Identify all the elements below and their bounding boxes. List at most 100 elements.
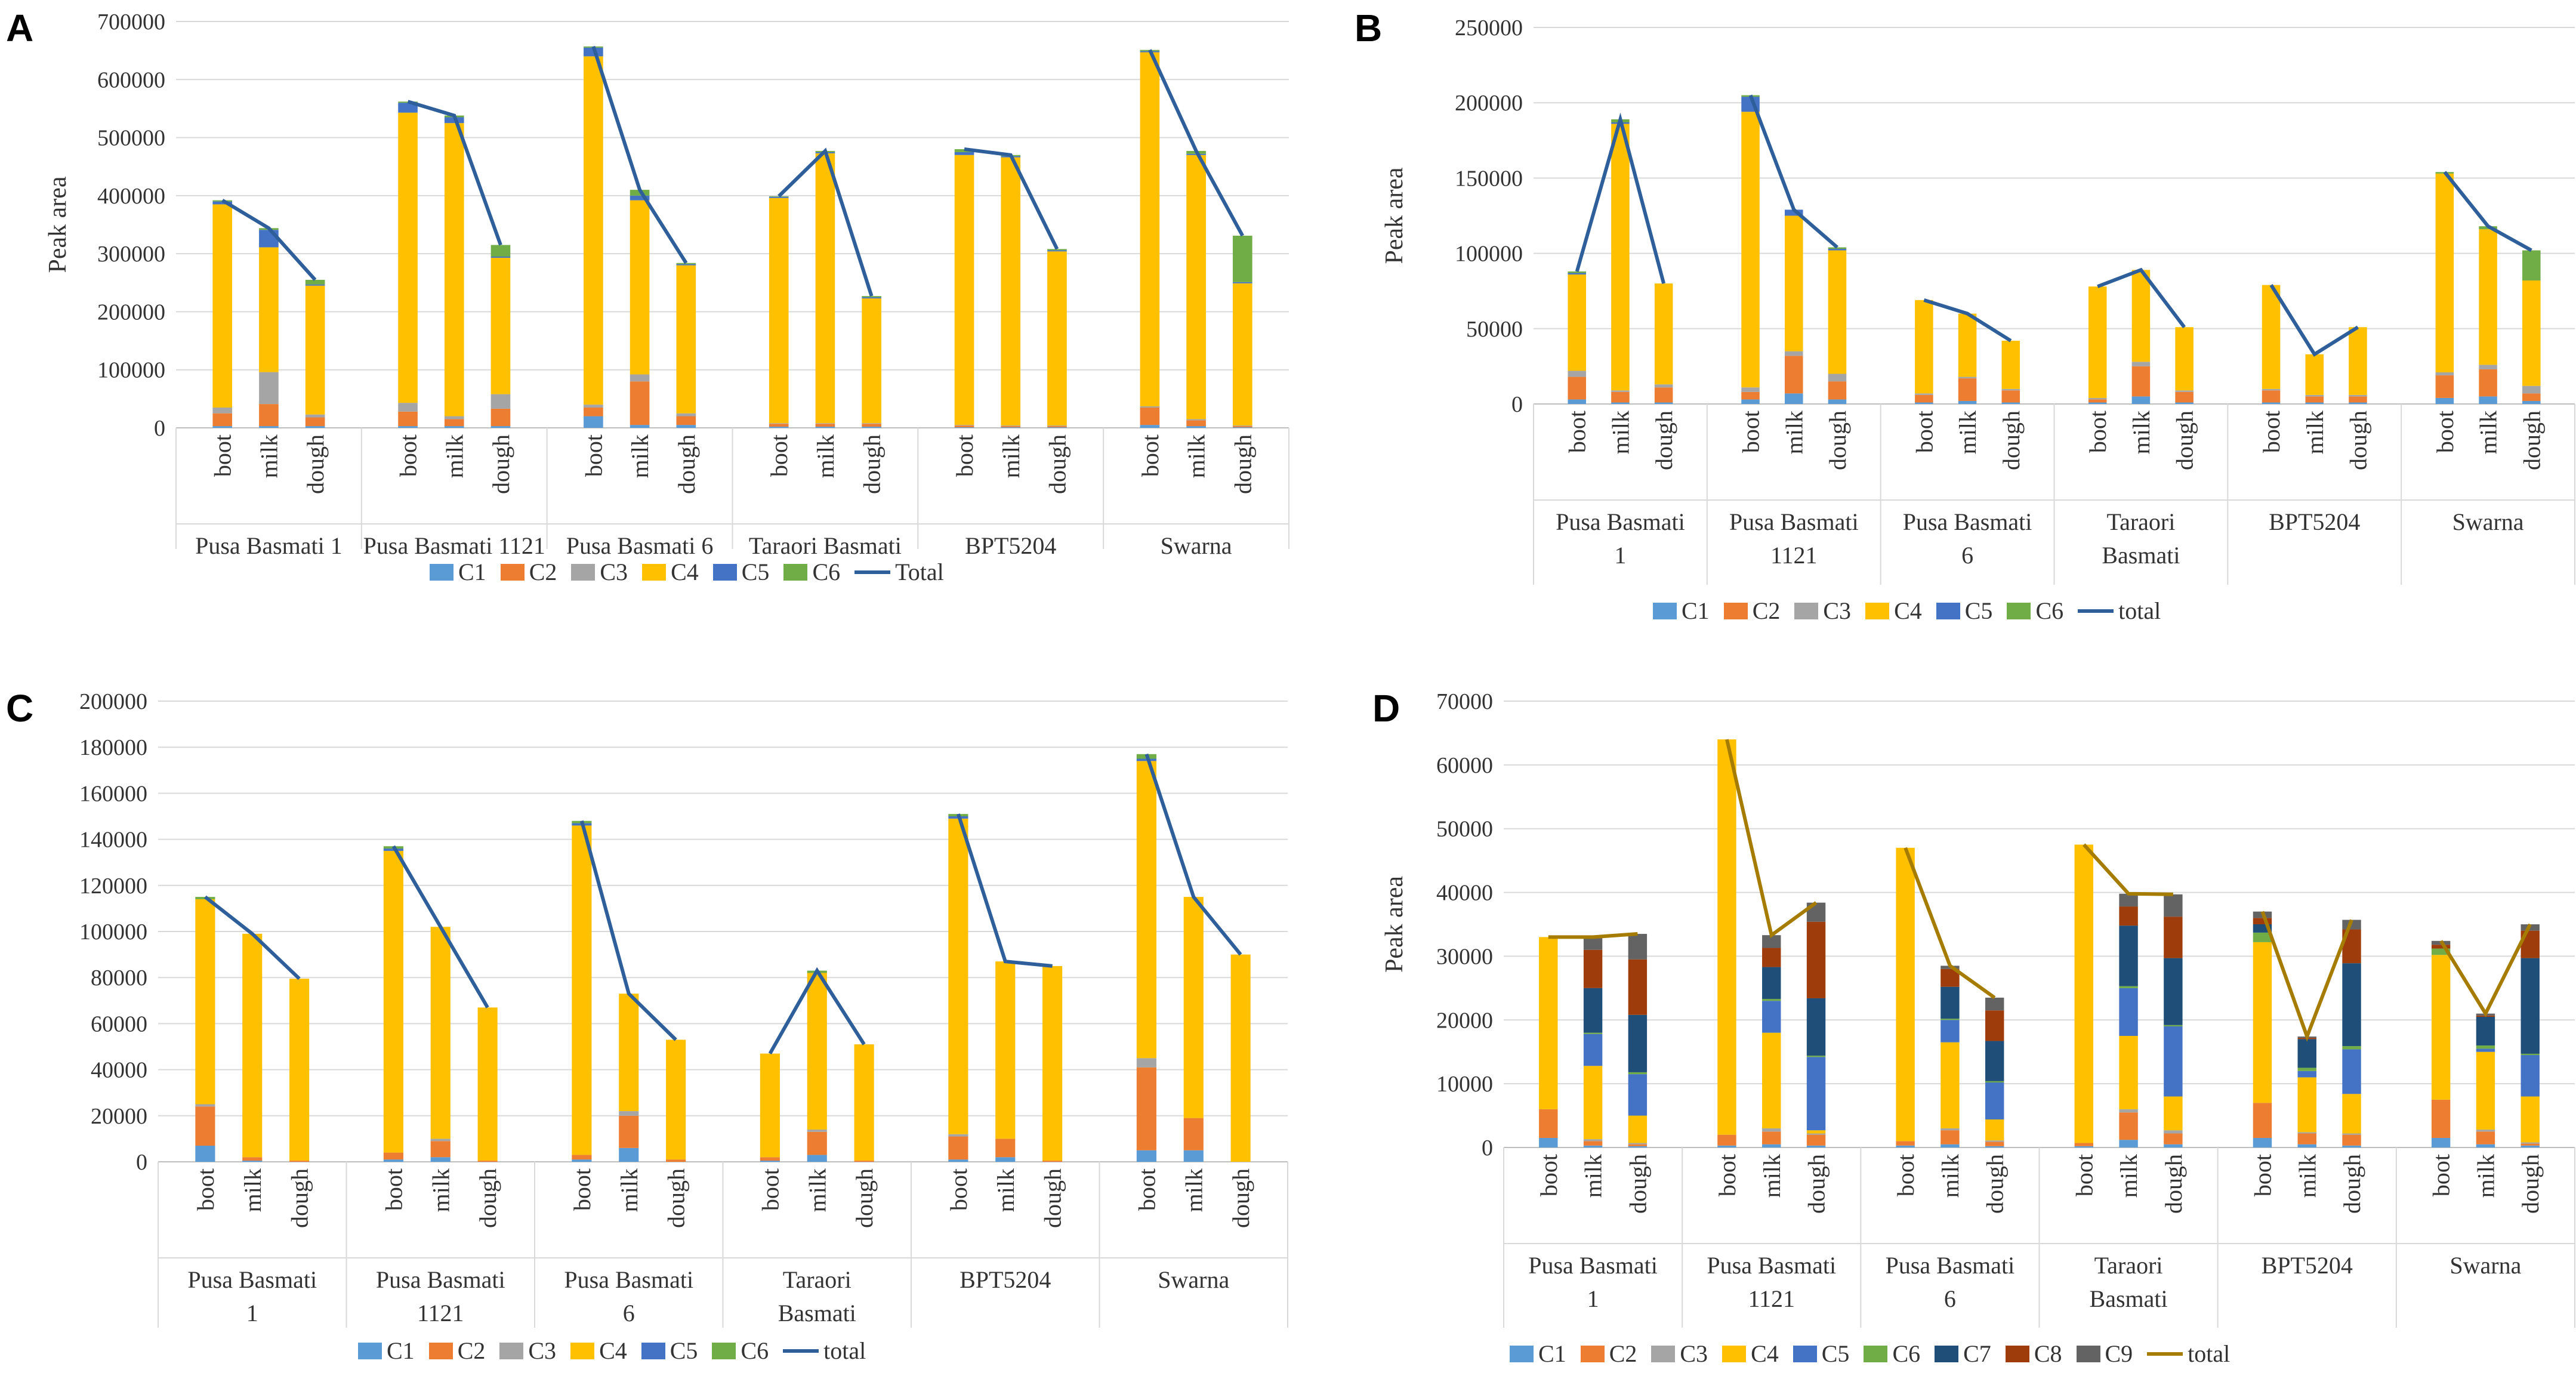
stage-label: dough xyxy=(1982,1154,2009,1214)
y-tick-label: 500000 xyxy=(97,126,165,151)
bar-segment-c3 xyxy=(2479,365,2497,369)
legend-label: C2 xyxy=(1609,1340,1637,1367)
bar-segment-c1 xyxy=(1186,426,1206,428)
bar-segment-c4 xyxy=(212,204,233,408)
bar-segment-c1 xyxy=(383,1159,403,1162)
stage-label: boot xyxy=(1911,411,1938,453)
bar-segment-c5 xyxy=(1985,1082,2004,1119)
bar-segment-c1 xyxy=(807,1155,827,1162)
stage-label: milk xyxy=(992,1168,1019,1212)
bar-segment-c6 xyxy=(1806,1056,1826,1057)
bar-segment-c2 xyxy=(195,1106,215,1146)
stage-label: boot xyxy=(1137,434,1164,477)
bar-segment-c2 xyxy=(2175,391,2194,403)
bar-segment-c4 xyxy=(1186,155,1206,419)
panel-b: B 0 50000 100000 150000 200000 250000 Peak are… xyxy=(1349,0,2576,686)
bar-segment-c5 xyxy=(490,257,511,258)
bar-segment-c2 xyxy=(1806,1134,1826,1146)
bar-segment-c4 xyxy=(383,850,403,1153)
bar-segment-c7 xyxy=(1583,988,1603,1033)
y-tick-label: 60000 xyxy=(91,1011,147,1036)
legend-swatch xyxy=(500,563,525,581)
bar-segment-c4 xyxy=(1784,215,1803,351)
bar-segment-c2 xyxy=(2479,369,2497,397)
bar-segment-c1 xyxy=(862,427,881,428)
bar-segment-c2 xyxy=(383,1152,403,1160)
bar-segment-c1 xyxy=(2164,1144,2183,1147)
legend-swatch xyxy=(1793,1345,1817,1362)
bar-segment-c4 xyxy=(760,1053,780,1158)
legend-item-c1: C1 xyxy=(430,558,486,586)
stage-label: dough xyxy=(1624,1154,1651,1214)
bar-segment-c7 xyxy=(2119,926,2138,986)
bar-segment-c5 xyxy=(305,284,325,286)
legend-a: C1 C2 C3 C4 C5 C6 Total xyxy=(430,558,958,586)
bar-segment-c2 xyxy=(630,381,650,425)
legend-label: C6 xyxy=(812,559,841,585)
bar-segment-c8 xyxy=(1985,1010,2004,1041)
legend-c: C1 C2 C3 C4 C5 C6 total xyxy=(358,1337,880,1365)
group-label: Pusa Basmati 6 xyxy=(564,1266,693,1327)
bar-segment-c4 xyxy=(1762,1032,1781,1128)
legend-label: C8 xyxy=(2034,1340,2062,1367)
bar-segment-c2 xyxy=(995,1139,1016,1158)
bar-segment-c2 xyxy=(305,417,325,427)
bar-segment-c1 xyxy=(630,425,650,428)
total-line xyxy=(2260,911,2353,1042)
bar-segment-c2 xyxy=(815,424,835,427)
legend-item-c5: C5 xyxy=(712,558,769,586)
stage-label: milk xyxy=(2302,411,2328,454)
bar-segment-c5 xyxy=(862,297,881,299)
bar-segment-c1 xyxy=(2522,400,2541,404)
bar-segment-c2 xyxy=(1042,1161,1063,1162)
legend-swatch xyxy=(430,563,454,581)
bar-segment-c1 xyxy=(2476,1144,2495,1147)
bar-segment-c1 xyxy=(195,1145,215,1162)
stage-label: dough xyxy=(1044,434,1070,494)
bar-segment-c2 xyxy=(1941,1130,1960,1145)
y-tick-label: 100000 xyxy=(97,358,165,383)
legend-label: C6 xyxy=(1892,1340,1921,1367)
bar-segment-c4 xyxy=(305,285,325,415)
bar-segment-c6 xyxy=(2431,948,2451,955)
bar-segment-c5 xyxy=(954,152,974,155)
bar-segment-c6 xyxy=(1047,249,1067,251)
bar-segment-c4 xyxy=(2262,285,2281,389)
bar-segment-c8 xyxy=(2164,917,2183,958)
legend-swatch xyxy=(1510,1345,1534,1362)
bar-segment-c3 xyxy=(2119,1109,2138,1113)
bar-segment-c2 xyxy=(2131,366,2151,397)
bar-segment-c5 xyxy=(769,196,789,198)
legend-label: total xyxy=(2118,597,2161,624)
bar-segment-c4 xyxy=(1230,954,1251,1162)
legend-swatch xyxy=(1580,1345,1605,1362)
legend-item-c4: C4 xyxy=(642,558,699,586)
bar-segment-c1 xyxy=(398,426,418,428)
legend-item-c2: C2 xyxy=(1723,597,1780,625)
stage-label: boot xyxy=(2084,411,2111,453)
bar-segment-c1 xyxy=(954,427,974,428)
legend-item-c3: C3 xyxy=(499,1337,556,1365)
legend-swatch xyxy=(499,1342,524,1359)
bar-segment-c4 xyxy=(1654,283,1673,385)
bar-segment-c6 xyxy=(1762,999,1781,1001)
bar-segment-c5 xyxy=(1828,249,1847,251)
legend-label: total xyxy=(2188,1340,2231,1367)
total-line xyxy=(957,813,1053,968)
group-label: BPT5204 xyxy=(2269,508,2360,535)
legend-swatch xyxy=(1794,602,1819,619)
y-tick-label: 200000 xyxy=(1455,91,1523,116)
legend-label: C4 xyxy=(1751,1340,1779,1367)
bar-segment-c2 xyxy=(2522,393,2541,401)
bar-segment-c7 xyxy=(1941,986,1960,1019)
y-tick-label: 0 xyxy=(136,1150,147,1175)
legend-label: C3 xyxy=(528,1337,557,1364)
total-line xyxy=(2097,267,2186,329)
bar-segment-c2 xyxy=(430,1141,451,1158)
bar-segment-c3 xyxy=(1828,374,1847,382)
bar-segment-c3 xyxy=(490,394,511,409)
legend-swatch xyxy=(783,563,808,581)
group-label: Pusa Basmati 6 xyxy=(566,532,714,559)
bar-segment-c5 xyxy=(2119,988,2138,1036)
total-line xyxy=(964,147,1059,250)
